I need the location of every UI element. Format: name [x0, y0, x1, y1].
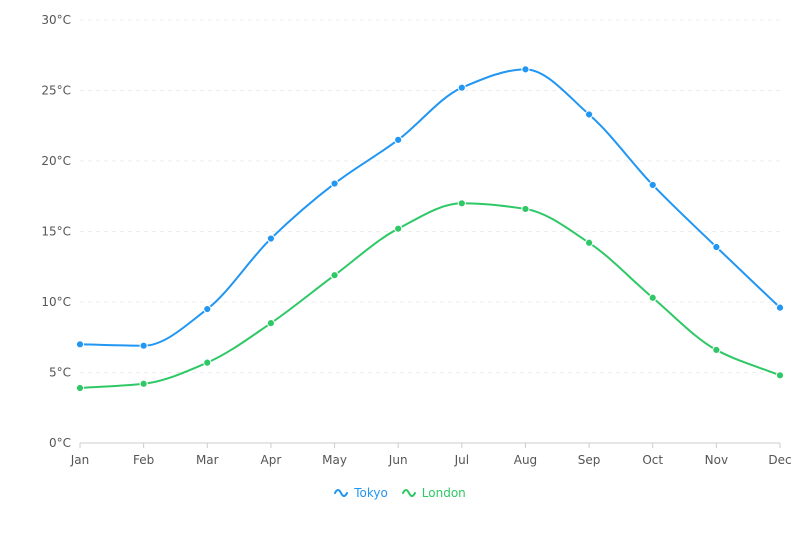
data-point-london-mar[interactable] — [203, 358, 212, 367]
data-point-tokyo-feb[interactable] — [139, 341, 148, 350]
y-tick-label: 30°C — [41, 13, 71, 27]
data-point-tokyo-jan[interactable] — [75, 340, 85, 349]
axes: 0°C 5°C 10°C 15°C 20°C 25°C 30°C Jan Feb Mar Apr Ma… — [41, 13, 791, 467]
y-tick-label: 20°C — [41, 154, 71, 168]
wave-icon — [401, 488, 416, 498]
data-point-tokyo-apr[interactable] — [266, 234, 276, 243]
x-tick-label: Nov — [705, 453, 728, 467]
data-point-tokyo-mar[interactable] — [203, 304, 212, 314]
data-point-london-may[interactable] — [330, 271, 339, 280]
grid-lines — [80, 19, 780, 373]
x-tick-label: Feb — [133, 453, 154, 467]
data-point-tokyo-jun[interactable] — [394, 135, 403, 144]
data-point-tokyo-may[interactable] — [330, 179, 339, 188]
x-tick-label: Apr — [261, 453, 282, 467]
series-lines — [79, 68, 781, 390]
data-point-tokyo-sep[interactable] — [584, 110, 594, 119]
data-point-london-nov[interactable] — [712, 345, 721, 355]
data-point-london-feb[interactable] — [139, 379, 148, 388]
data-point-tokyo-dec[interactable] — [775, 303, 785, 312]
data-point-tokyo-nov[interactable] — [712, 242, 721, 252]
y-tick-label: 25°C — [41, 84, 71, 98]
legend-swatch-tokyo — [334, 489, 349, 497]
data-point-london-oct[interactable] — [648, 293, 657, 302]
data-point-london-jul[interactable] — [457, 199, 466, 208]
x-tick-label: Mar — [196, 453, 219, 467]
y-tick-label: 10°C — [41, 295, 71, 309]
data-point-london-dec[interactable] — [775, 371, 785, 380]
legend-label-london: London — [421, 486, 466, 500]
y-tick-label: 15°C — [41, 225, 71, 239]
wave-icon — [334, 488, 349, 498]
data-point-tokyo-aug[interactable] — [521, 65, 530, 74]
data-point-london-sep[interactable] — [584, 238, 594, 247]
x-tick-label: Jul — [454, 453, 469, 467]
x-tick-label: May — [322, 453, 347, 467]
data-point-tokyo-jul[interactable] — [457, 83, 466, 92]
legend-swatch-london — [401, 489, 416, 497]
x-tick-label: Dec — [768, 453, 791, 467]
y-tick-label: 0°C — [49, 436, 71, 450]
legend-item-tokyo[interactable]: Tokyo — [334, 486, 388, 500]
data-point-london-jan[interactable] — [75, 383, 85, 393]
x-tick-label: Jan — [70, 453, 90, 467]
x-tick-label: Aug — [514, 453, 537, 467]
legend: Tokyo London — [0, 486, 800, 500]
x-tick-label: Oct — [642, 453, 663, 467]
y-tick-label: 5°C — [49, 366, 71, 380]
x-tick-label: Jun — [388, 453, 408, 467]
data-point-london-apr[interactable] — [266, 319, 276, 328]
line-chart-plot: 0°C 5°C 10°C 15°C 20°C 25°C 30°C Jan Feb Mar Apr Ma… — [41, 13, 791, 467]
x-tick-label: Sep — [578, 453, 601, 467]
series-line-tokyo — [79, 68, 781, 347]
data-point-london-aug[interactable] — [521, 204, 530, 214]
data-points — [75, 65, 785, 393]
legend-item-london[interactable]: London — [401, 486, 466, 500]
data-point-london-jun[interactable] — [394, 224, 403, 233]
data-point-tokyo-oct[interactable] — [648, 180, 657, 190]
legend-label-tokyo: Tokyo — [354, 486, 388, 500]
